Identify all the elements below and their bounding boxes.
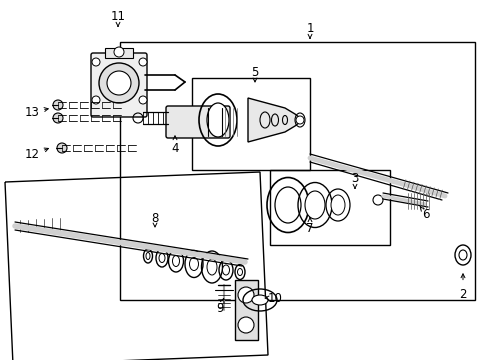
Circle shape — [99, 63, 139, 103]
Circle shape — [107, 71, 131, 95]
Circle shape — [295, 116, 304, 124]
Text: 3: 3 — [350, 171, 358, 184]
Ellipse shape — [146, 252, 150, 260]
Text: 5: 5 — [251, 66, 258, 78]
Circle shape — [114, 47, 124, 57]
Ellipse shape — [305, 191, 325, 219]
Text: 10: 10 — [267, 292, 282, 305]
Polygon shape — [247, 98, 299, 142]
Circle shape — [238, 317, 253, 333]
Circle shape — [53, 100, 63, 110]
Text: 13: 13 — [24, 105, 40, 118]
Circle shape — [139, 58, 147, 66]
Ellipse shape — [330, 195, 345, 215]
Circle shape — [92, 58, 100, 66]
Ellipse shape — [251, 295, 267, 305]
Ellipse shape — [206, 103, 228, 137]
Ellipse shape — [237, 269, 242, 275]
Text: 12: 12 — [24, 148, 40, 162]
Circle shape — [92, 96, 100, 104]
Bar — [192, 78, 309, 170]
Ellipse shape — [172, 256, 179, 266]
Ellipse shape — [222, 265, 229, 275]
Text: 4: 4 — [171, 141, 179, 154]
Circle shape — [238, 287, 253, 303]
Ellipse shape — [274, 187, 301, 223]
Ellipse shape — [189, 257, 198, 270]
Ellipse shape — [159, 253, 164, 262]
Circle shape — [57, 143, 67, 153]
Bar — [120, 42, 474, 300]
Text: 1: 1 — [305, 22, 313, 35]
Bar — [105, 48, 133, 58]
Polygon shape — [235, 280, 258, 340]
Text: 7: 7 — [305, 221, 313, 234]
Ellipse shape — [458, 250, 466, 260]
Text: 2: 2 — [458, 288, 466, 302]
Text: 9: 9 — [216, 302, 224, 315]
Text: 8: 8 — [151, 211, 159, 225]
Text: 6: 6 — [421, 207, 429, 220]
Text: 11: 11 — [110, 9, 125, 22]
Bar — [269, 170, 389, 245]
Ellipse shape — [206, 259, 217, 275]
FancyBboxPatch shape — [91, 53, 147, 117]
Circle shape — [53, 113, 63, 123]
FancyBboxPatch shape — [165, 106, 229, 138]
Circle shape — [139, 96, 147, 104]
